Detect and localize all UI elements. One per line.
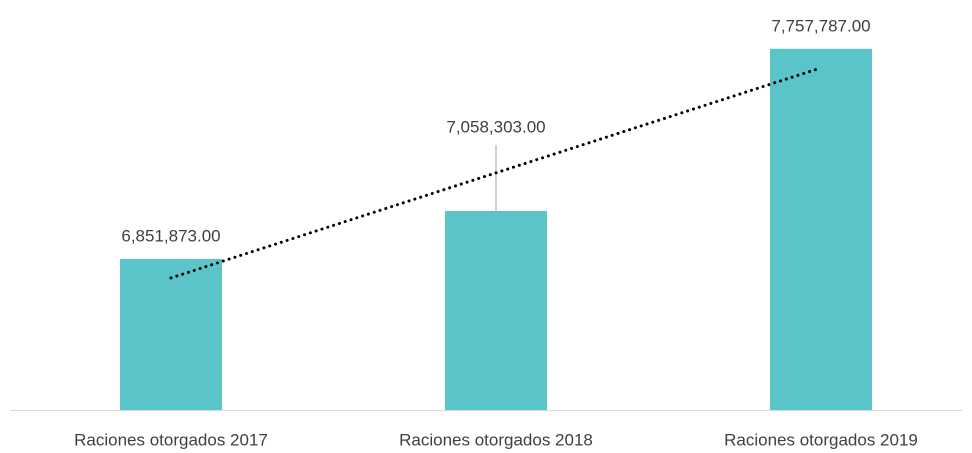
data-label: 7,058,303.00 xyxy=(446,117,545,136)
x-tick-label: Raciones otorgados 2019 xyxy=(724,430,918,449)
x-tick-label: Raciones otorgados 2018 xyxy=(399,430,593,449)
x-tick-label: Raciones otorgados 2017 xyxy=(74,430,268,449)
data-label: 6,851,873.00 xyxy=(121,226,220,245)
bar xyxy=(770,48,872,410)
bar xyxy=(445,210,547,410)
trendline xyxy=(169,66,823,280)
bar xyxy=(120,258,222,410)
data-label: 7,757,787.00 xyxy=(771,16,870,35)
